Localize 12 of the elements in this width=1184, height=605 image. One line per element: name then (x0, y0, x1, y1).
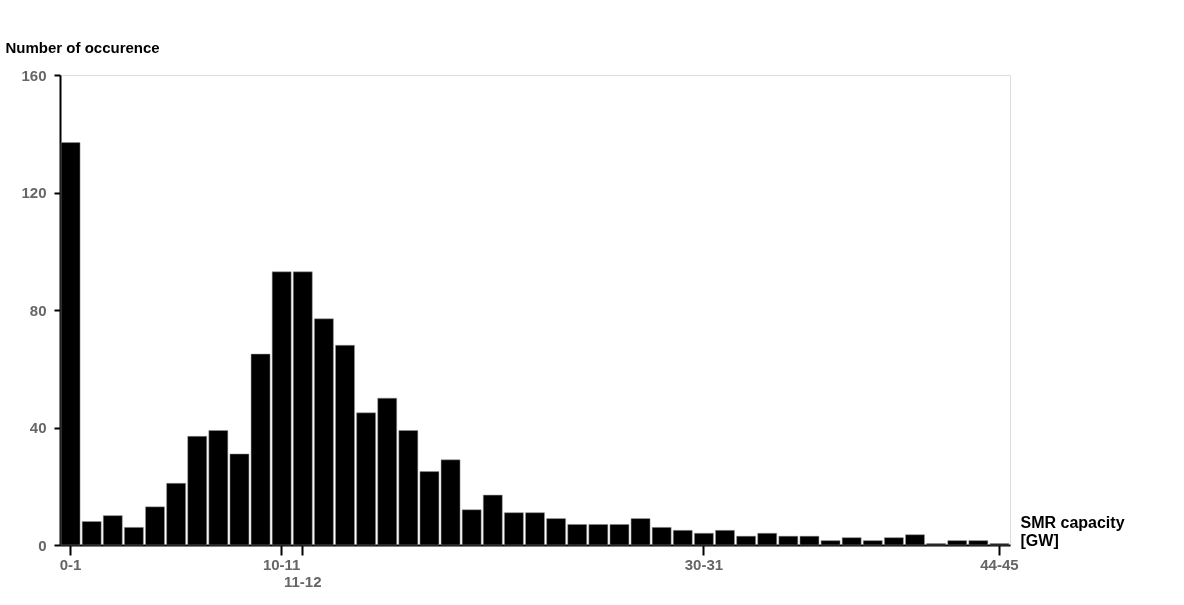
x-tick-label: 44-45 (980, 555, 1019, 573)
y-tick-label: 120 (21, 184, 47, 201)
y-tick-label: 0 (38, 536, 47, 554)
y-tick-label: 80 (29, 301, 47, 319)
x-tick-label: 30-31 (684, 555, 724, 573)
y-axis-title: Number of occurence (5, 38, 160, 56)
x-tick-label: 11-12 (284, 572, 322, 590)
x-tick-label: 10-11 (262, 555, 301, 573)
y-tick-label: 160 (21, 66, 47, 84)
y-tick-label: 40 (29, 419, 47, 436)
x-axis-title: SMR capacity [GW] (1020, 513, 1125, 549)
x-tick-label: 0-1 (59, 555, 82, 573)
